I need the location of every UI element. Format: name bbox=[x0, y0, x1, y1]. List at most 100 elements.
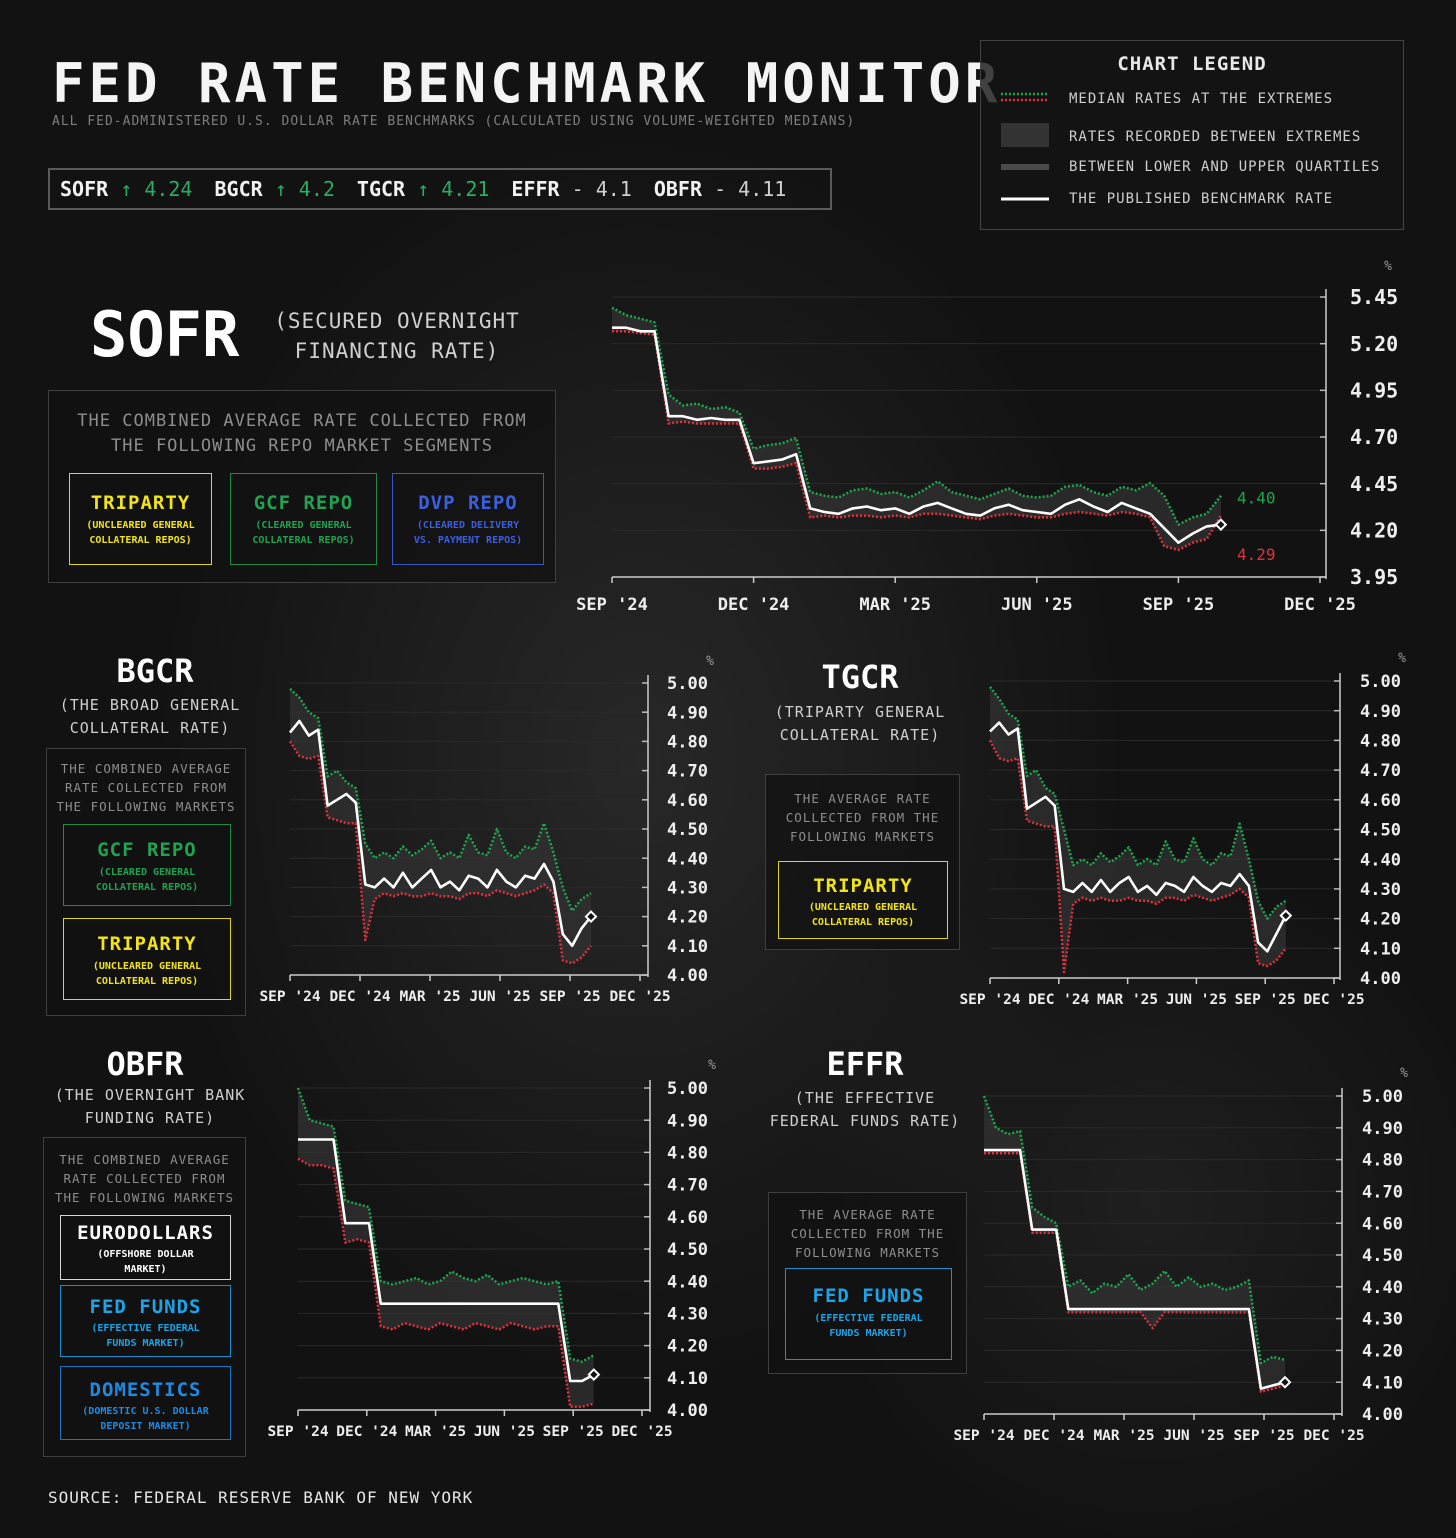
published-rate-line bbox=[298, 1138, 595, 1383]
sofr-subtitle: (SECURED OVERNIGHT FINANCING RATE) bbox=[272, 306, 522, 366]
upper-extreme-line bbox=[296, 1087, 595, 1363]
x-tick-label: DEC '24 bbox=[1023, 1428, 1084, 1444]
y-tick-label: 4.30 bbox=[1362, 1310, 1403, 1330]
y-tick-label: 4.70 bbox=[1362, 1183, 1403, 1203]
y-tick-label: 4.10 bbox=[667, 1369, 708, 1389]
y-tick-label: 4.10 bbox=[667, 937, 708, 957]
y-tick-label: 4.60 bbox=[1362, 1214, 1403, 1234]
y-tick-label: 4.90 bbox=[667, 1111, 708, 1131]
up-arrow-icon: ↑ bbox=[274, 177, 287, 201]
ticker-bgcr: BGCR ↑ 4.2 bbox=[214, 177, 334, 201]
bgcr-info-panel: THE COMBINED AVERAGE RATE COLLECTED FROM… bbox=[46, 748, 246, 1016]
x-tick-label: SEP '24 bbox=[576, 595, 648, 615]
segment-gcf-repo: GCF REPO (CLEARED GENERAL COLLATERAL REPO… bbox=[230, 473, 377, 565]
upper-extreme-line bbox=[611, 306, 1222, 526]
ticker-name: EFFR bbox=[511, 177, 560, 201]
latest-point-marker bbox=[1214, 518, 1228, 532]
latest-point-marker bbox=[584, 910, 598, 924]
legend-item-extremes: MEDIAN RATES AT THE EXTREMES bbox=[1001, 91, 1333, 107]
extremes-band bbox=[612, 307, 1221, 550]
segment-title: GCF REPO bbox=[97, 839, 197, 861]
y-tick-label: 4.30 bbox=[667, 879, 708, 899]
segment-dvp-repo: DVP REPO (CLEARED DELIVERY VS. PAYMENT RE… bbox=[392, 473, 544, 565]
y-tick-label: 4.50 bbox=[667, 1240, 708, 1260]
x-tick-label: JUN '25 bbox=[1163, 1428, 1224, 1444]
y-tick-label: 4.50 bbox=[667, 820, 708, 840]
published-rate-line bbox=[984, 1148, 1286, 1390]
unit-label: % bbox=[706, 654, 714, 669]
x-tick-label: MAR '25 bbox=[1097, 992, 1158, 1008]
obfr-desc: THE COMBINED AVERAGE RATE COLLECTED FROM… bbox=[44, 1150, 245, 1207]
y-tick-label: 3.95 bbox=[1350, 565, 1398, 589]
ticker-value: 4.24 bbox=[144, 177, 193, 201]
lower-extreme-line bbox=[288, 740, 592, 965]
sofr-subtitle-line: (SECURED OVERNIGHT bbox=[274, 309, 520, 333]
y-tick-label: 4.00 bbox=[1360, 969, 1401, 989]
segment-sub-line: (CLEARED DELIVERY bbox=[416, 520, 520, 531]
lower-extreme-line bbox=[297, 1157, 595, 1409]
y-tick-label: 4.20 bbox=[667, 908, 708, 928]
effr-desc: THE AVERAGE RATE COLLECTED FROM THE FOLL… bbox=[769, 1205, 966, 1262]
latest-point-marker bbox=[1278, 1375, 1292, 1389]
legend-label: BETWEEN LOWER AND UPPER QUARTILES bbox=[1069, 159, 1381, 175]
bgcr-subtitle-line: COLLATERAL RATE) bbox=[69, 719, 231, 737]
segment-sub-line: VS. PAYMENT REPOS) bbox=[413, 535, 523, 546]
segment-sub-line: COLLATERAL REPOS) bbox=[95, 882, 199, 893]
segment-sub: (UNCLEARED GENERAL COLLATERAL REPOS) bbox=[779, 900, 947, 930]
legend-label: RATES RECORDED BETWEEN EXTREMES bbox=[1069, 129, 1362, 145]
ticker-sofr: SOFR ↑ 4.24 bbox=[60, 177, 192, 201]
legend-item-published: THE PUBLISHED BENCHMARK RATE bbox=[1001, 191, 1333, 207]
x-tick-label: DEC '25 bbox=[609, 989, 670, 1005]
y-tick-label: 4.50 bbox=[1360, 821, 1401, 841]
y-tick-label: 4.80 bbox=[1360, 732, 1401, 752]
y-tick-label: 4.20 bbox=[667, 1337, 708, 1357]
y-tick-label: 4.40 bbox=[1360, 850, 1401, 870]
legend-item-quartiles: BETWEEN LOWER AND UPPER QUARTILES bbox=[1001, 159, 1380, 175]
x-tick-label: MAR '25 bbox=[399, 989, 460, 1005]
x-tick-label: DEC '25 bbox=[1303, 1428, 1364, 1444]
x-tick-label: DEC '24 bbox=[1028, 992, 1089, 1008]
y-tick-label: 4.10 bbox=[1360, 939, 1401, 959]
ticker-name: TGCR bbox=[356, 177, 406, 201]
segment-triparty: TRIPARTY (UNCLEARED GENERAL COLLATERAL RE… bbox=[69, 473, 212, 565]
segment-sub-line: FUNDS MARKET) bbox=[106, 1338, 185, 1349]
extremes-band bbox=[990, 686, 1286, 973]
segment-sub-line: (CLEARED GENERAL bbox=[255, 520, 352, 531]
y-tick-label: 4.20 bbox=[1362, 1342, 1403, 1362]
x-tick-label: JUN '25 bbox=[1001, 595, 1073, 615]
x-tick-label: SEP '25 bbox=[539, 989, 600, 1005]
source-note: SOURCE: FEDERAL RESERVE BANK OF NEW YORK bbox=[48, 1488, 474, 1507]
annotation-label: 4.40 bbox=[1237, 489, 1276, 508]
y-tick-label: 4.20 bbox=[1350, 519, 1398, 543]
y-tick-label: 4.60 bbox=[1360, 791, 1401, 811]
ticker-value: 4.11 bbox=[738, 177, 787, 201]
y-tick-label: 4.95 bbox=[1350, 379, 1398, 403]
ticker-value: 4.2 bbox=[298, 177, 335, 201]
extremes-band bbox=[984, 1096, 1285, 1392]
segment-triparty: TRIPARTY (UNCLEARED GENERAL COLLATERAL RE… bbox=[63, 918, 231, 1000]
sofr-title: SOFR bbox=[90, 298, 240, 371]
x-tick-label: SEP '24 bbox=[259, 989, 320, 1005]
segment-title: FED FUNDS bbox=[812, 1285, 925, 1307]
obfr-info-panel: THE COMBINED AVERAGE RATE COLLECTED FROM… bbox=[43, 1137, 246, 1457]
segment-sub: (CLEARED GENERAL COLLATERAL REPOS) bbox=[231, 518, 376, 548]
x-tick-label: MAR '25 bbox=[859, 595, 931, 615]
y-tick-label: 4.30 bbox=[1360, 880, 1401, 900]
ticker-tgcr: TGCR ↑ 4.21 bbox=[357, 177, 489, 201]
obfr-chart: 4.00 4.10 4.20 4.30 4.40 4.50 4.60 4.70 4.80 4.90… bbox=[267, 1058, 716, 1440]
y-tick-label: 4.90 bbox=[1360, 702, 1401, 722]
tgcr-title: TGCR bbox=[821, 658, 899, 696]
dash-icon: - bbox=[714, 177, 727, 201]
published-rate-line bbox=[989, 721, 1287, 953]
segment-sub-line: (UNCLEARED GENERAL bbox=[86, 520, 195, 531]
x-tick-label: SEP '24 bbox=[959, 992, 1020, 1008]
segment-title: DOMESTICS bbox=[89, 1379, 202, 1401]
legend-item-between: RATES RECORDED BETWEEN EXTREMES bbox=[1001, 123, 1361, 151]
x-tick-label: DEC '24 bbox=[718, 595, 790, 615]
x-tick-label: DEC '24 bbox=[336, 1424, 397, 1440]
segment-sub: (DOMESTIC U.S. DOLLAR DEPOSIT MARKET) bbox=[61, 1404, 230, 1434]
y-tick-label: 4.90 bbox=[667, 703, 708, 723]
desc-line: THE AVERAGE RATE bbox=[794, 791, 931, 806]
desc-line: RATE COLLECTED FROM bbox=[63, 1171, 226, 1186]
x-tick-label: DEC '25 bbox=[1303, 992, 1364, 1008]
